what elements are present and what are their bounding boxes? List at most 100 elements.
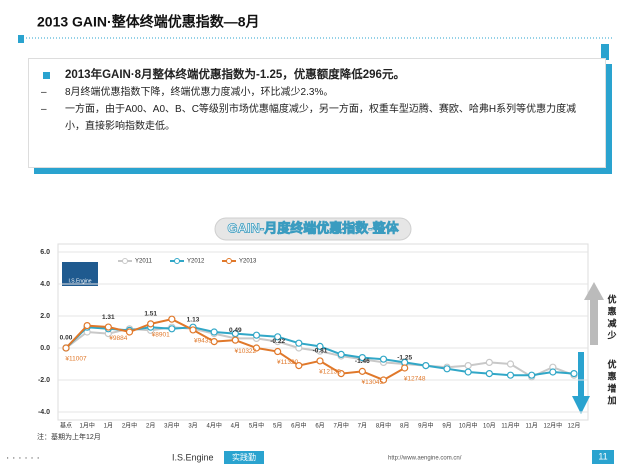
- x-tick-label: 7月中: [333, 422, 348, 430]
- data-point: [401, 364, 409, 372]
- data-point: [316, 357, 324, 365]
- data-point: [464, 368, 472, 376]
- arrow-up: [584, 282, 604, 345]
- page-bg: [592, 450, 614, 464]
- point: 一方面，由于A00、A0、B、C等级别市场优惠幅度减少，另一方面，权重车型迈腾、…: [39, 101, 595, 135]
- x-tick-label: 5月中: [249, 422, 264, 430]
- arrow-label: 加: [606, 394, 616, 405]
- arrow-label: 惠: [607, 305, 616, 316]
- data-point: [189, 326, 197, 334]
- dots: · · · · · ·: [6, 453, 40, 464]
- x-tick-label: 2月: [146, 423, 155, 430]
- data-point: [83, 322, 91, 330]
- x-tick-label: 6月: [315, 423, 324, 430]
- legend-label: Y2013: [239, 259, 257, 265]
- data-point: [62, 344, 70, 352]
- arrow-label: 减: [607, 317, 616, 328]
- data-label: 1.13: [187, 317, 200, 324]
- x-tick-label: 9月中: [418, 422, 433, 430]
- data-point: [337, 370, 345, 378]
- data-point: [358, 367, 366, 375]
- price-label: ¥12135: [319, 369, 341, 376]
- price-label: ¥12748: [404, 376, 426, 383]
- chart-title: GAIN-月度终端优惠指数-整体: [227, 220, 399, 235]
- data-point: [168, 325, 176, 333]
- x-tick-label: 4月中: [206, 422, 221, 430]
- data-label: -0.81: [313, 348, 328, 355]
- data-point: [210, 328, 218, 336]
- x-tick-label: 6月中: [291, 422, 306, 430]
- x-tick-label: 3月: [188, 423, 197, 430]
- arrow-down: [572, 352, 590, 414]
- x-tick-label: 10月中: [459, 422, 478, 430]
- legend-label: Y2011: [135, 259, 153, 265]
- y-tick-label: 2.0: [40, 313, 50, 320]
- x-tick-label: 2月中: [122, 422, 137, 430]
- side-bar: [601, 44, 609, 60]
- data-point: [379, 355, 388, 363]
- data-point: [252, 331, 261, 339]
- x-tick-label: 4月: [231, 423, 240, 430]
- data-point: [274, 347, 282, 356]
- data-point: [549, 368, 557, 376]
- logo-text: I.S.Engine: [68, 278, 91, 284]
- data-point: [570, 370, 578, 378]
- logo: [62, 262, 98, 286]
- data-label: 0.00: [60, 335, 73, 342]
- x-tick-label: 基点: [60, 422, 72, 430]
- data-point: [295, 362, 303, 370]
- x-tick-label: 7月: [358, 423, 367, 430]
- arrow-label: 惠: [607, 370, 616, 381]
- x-tick-label: 11月: [526, 423, 538, 430]
- arrow-label: 增: [607, 382, 616, 393]
- data-point: [358, 354, 366, 362]
- x-tick-label: 1月中: [79, 422, 94, 430]
- arrow-label: 优: [607, 293, 616, 304]
- arrow-label: 少: [606, 329, 616, 340]
- legend-marker: [174, 258, 180, 264]
- legend-marker: [122, 258, 128, 264]
- page-number: 11: [598, 451, 607, 461]
- data-point: [210, 338, 218, 346]
- data-point: [506, 371, 515, 379]
- price-label: ¥10322: [234, 348, 256, 355]
- price-label: ¥8901: [152, 332, 170, 339]
- data-point: [464, 362, 472, 370]
- summary-box: 2013年GAIN·8月整体终端优惠指数为-1.25，优惠额度降低296元。 8…: [28, 58, 606, 168]
- footer-url: http://www.aengine.com.cn/: [388, 456, 462, 462]
- data-point: [422, 362, 430, 370]
- price-label: ¥11320: [277, 359, 299, 366]
- data-label: -0.22: [270, 338, 285, 345]
- x-tick-label: 12月中: [543, 422, 562, 430]
- data-point: [443, 365, 451, 373]
- x-tick-label: 8月: [400, 423, 409, 430]
- note: 注：基期为上年12月: [37, 432, 101, 441]
- data-point: [485, 370, 493, 378]
- data-point: [316, 342, 324, 350]
- legend-marker: [226, 258, 232, 264]
- y-tick-label: 4.0: [40, 281, 50, 288]
- data-point: [104, 323, 112, 331]
- data-point: [252, 344, 261, 352]
- x-tick-label: 11月中: [501, 422, 519, 430]
- y-tick-label: 6.0: [40, 249, 50, 256]
- data-point: [231, 336, 239, 344]
- data-label: 1.51: [144, 311, 157, 318]
- data-point: [506, 360, 515, 368]
- price-label: ¥11007: [65, 356, 87, 363]
- slide-title: 2013 GAIN·整体终端优惠指数—8月: [37, 14, 259, 30]
- y-tick-label: -2.0: [38, 377, 50, 384]
- x-tick-label: 5月: [273, 423, 282, 430]
- data-label: 1.31: [102, 314, 115, 321]
- headline: 2013年GAIN·8月整体终端优惠指数为-1.25，优惠额度降低296元。: [39, 67, 595, 84]
- data-point: [379, 376, 388, 384]
- data-label: -1.46: [355, 358, 370, 365]
- x-tick-label: 3月中: [164, 422, 179, 430]
- data-point: [168, 315, 176, 323]
- data-point: [125, 328, 134, 336]
- data-point: [295, 339, 303, 347]
- x-tick-label: 1月: [104, 423, 113, 430]
- price-label: ¥9884: [109, 335, 127, 342]
- data-point: [485, 358, 493, 366]
